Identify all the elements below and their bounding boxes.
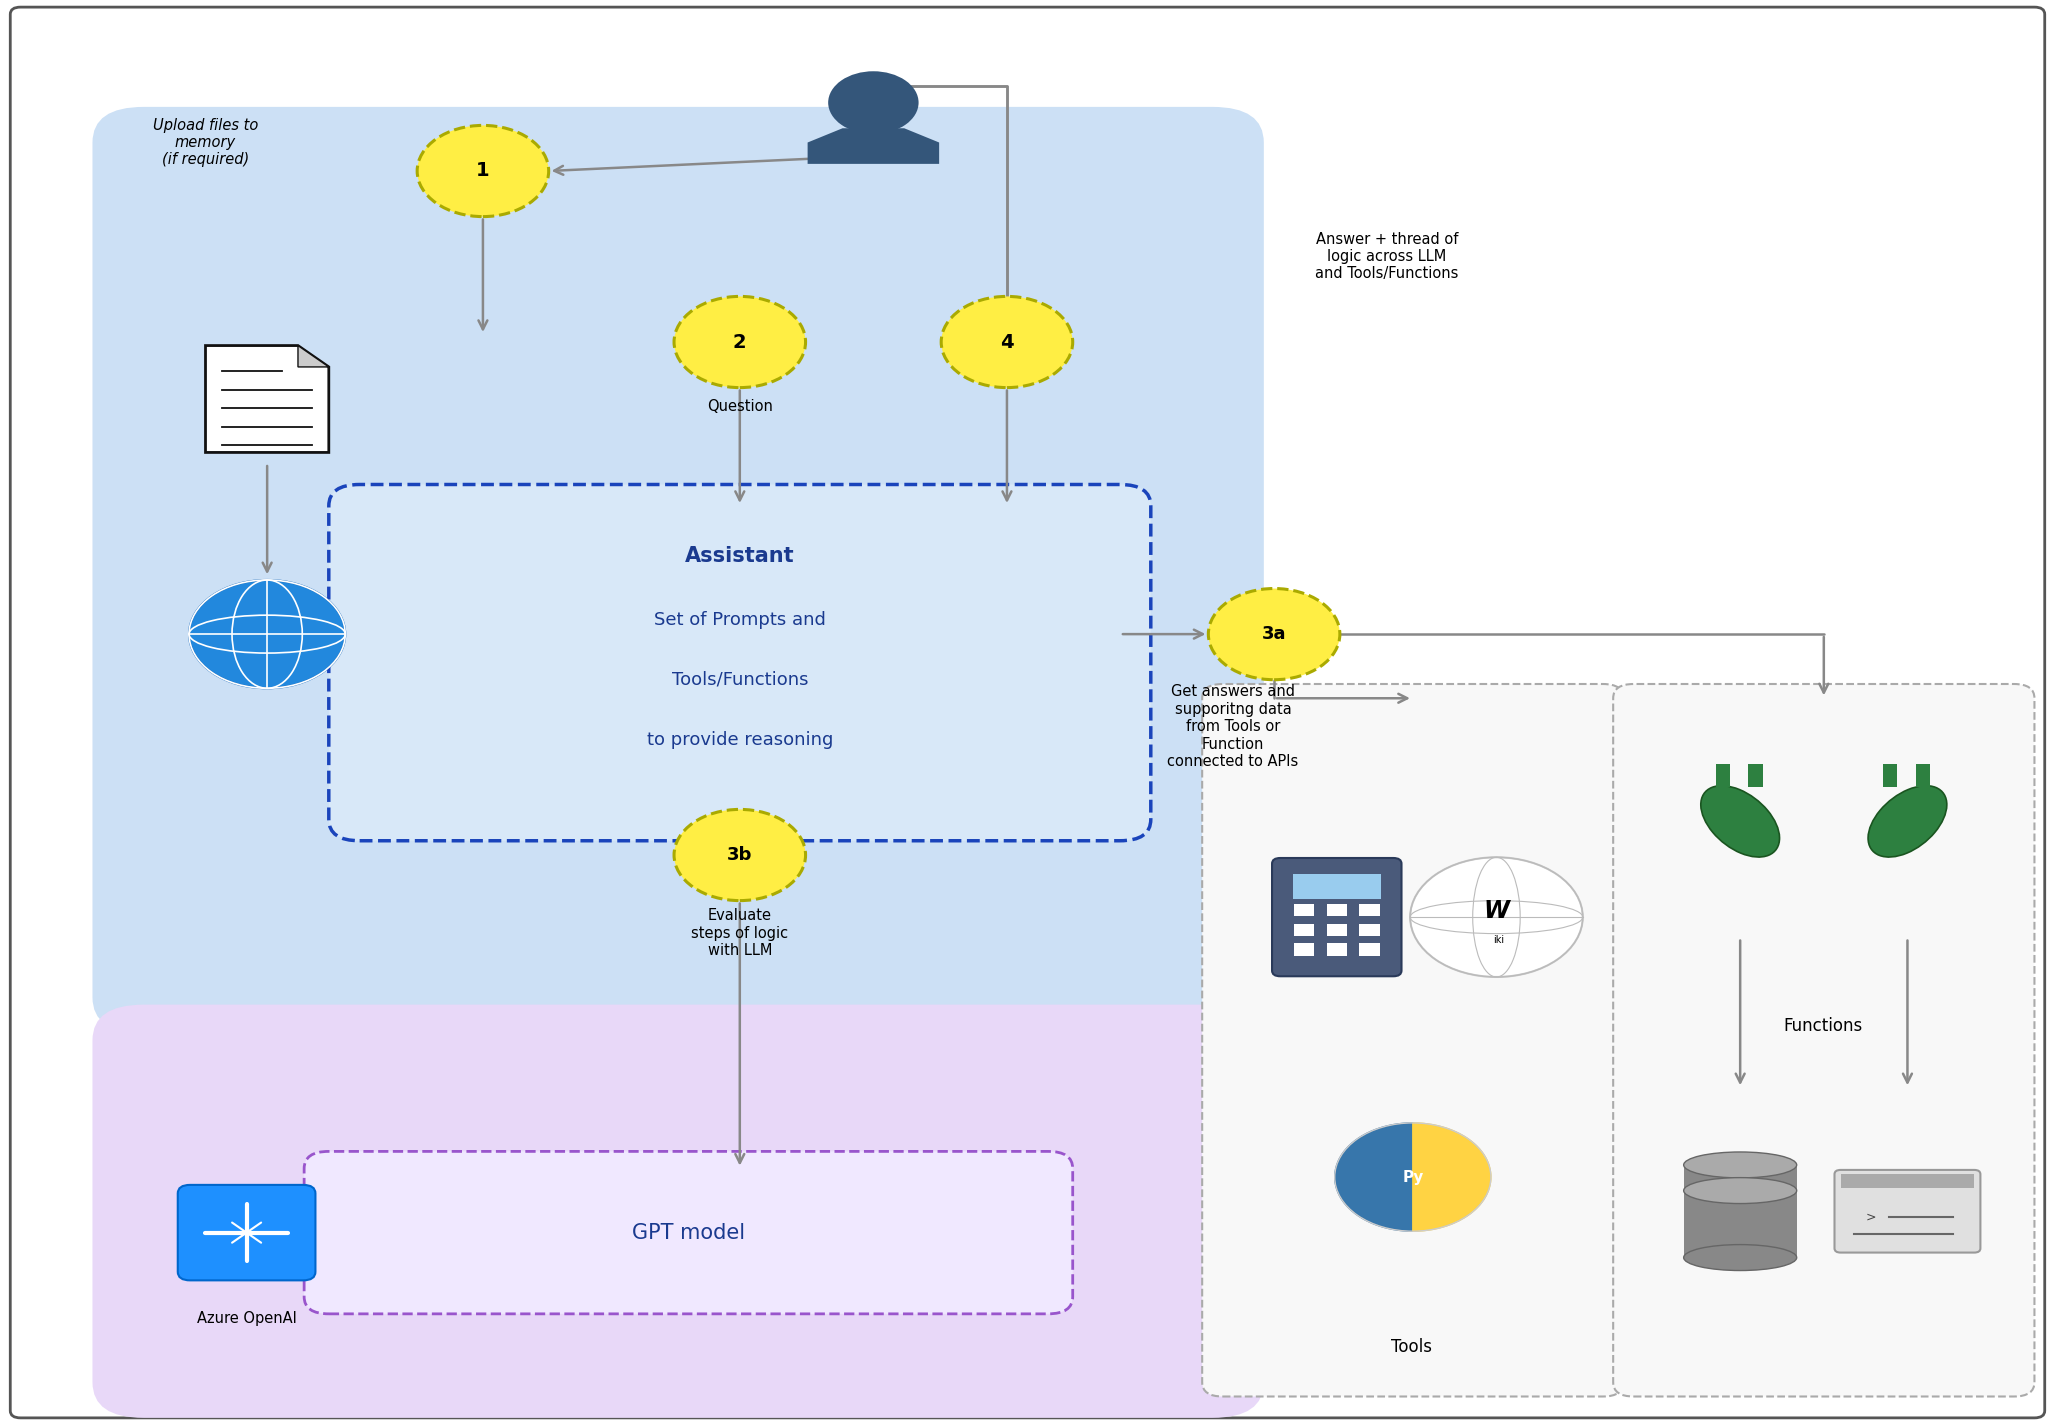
FancyBboxPatch shape — [92, 1005, 1264, 1418]
FancyBboxPatch shape — [1202, 684, 1623, 1396]
Text: Py: Py — [1402, 1170, 1424, 1184]
Bar — [1328, 943, 1348, 956]
Ellipse shape — [1683, 1244, 1796, 1271]
Bar — [1293, 874, 1381, 899]
Text: Azure OpenAI: Azure OpenAI — [197, 1311, 296, 1325]
Ellipse shape — [1702, 785, 1780, 856]
Bar — [1716, 764, 1730, 787]
Ellipse shape — [1868, 785, 1946, 856]
Text: Set of Prompts and: Set of Prompts and — [653, 611, 826, 628]
Text: 3b: 3b — [727, 846, 752, 864]
Text: Tools: Tools — [1391, 1338, 1432, 1355]
Circle shape — [1410, 858, 1582, 978]
Text: Get answers and
supporitng data
from Tools or
Function
connected to APIs: Get answers and supporitng data from Too… — [1167, 684, 1299, 770]
FancyBboxPatch shape — [1272, 858, 1402, 976]
Text: 2: 2 — [734, 332, 746, 352]
Text: Functions: Functions — [1784, 1017, 1862, 1035]
Text: to provide reasoning: to provide reasoning — [647, 731, 832, 748]
Text: Upload files to
memory
(if required): Upload files to memory (if required) — [152, 118, 259, 167]
Text: 1: 1 — [477, 161, 489, 181]
Polygon shape — [206, 346, 329, 453]
Text: iki: iki — [1492, 935, 1504, 945]
Circle shape — [189, 580, 345, 688]
Ellipse shape — [1683, 1177, 1796, 1204]
Bar — [1295, 903, 1315, 916]
Bar — [1295, 943, 1315, 956]
Bar — [1328, 923, 1348, 936]
Polygon shape — [298, 346, 329, 368]
Bar — [1841, 1174, 1975, 1188]
FancyBboxPatch shape — [329, 485, 1151, 841]
Polygon shape — [1414, 1123, 1490, 1231]
Bar — [1360, 923, 1381, 936]
Text: 3a: 3a — [1262, 626, 1286, 643]
Text: 4: 4 — [1001, 332, 1013, 352]
FancyBboxPatch shape — [179, 1186, 316, 1280]
Circle shape — [417, 125, 549, 217]
FancyBboxPatch shape — [1613, 684, 2034, 1396]
Bar — [1360, 943, 1381, 956]
Text: Evaluate
steps of logic
with LLM: Evaluate steps of logic with LLM — [690, 909, 789, 958]
Text: >: > — [1866, 1210, 1876, 1224]
Text: W: W — [1484, 899, 1510, 923]
Polygon shape — [808, 128, 939, 164]
Circle shape — [674, 296, 806, 388]
FancyBboxPatch shape — [10, 7, 2045, 1418]
Text: Assistant: Assistant — [684, 546, 795, 566]
Bar — [1683, 1166, 1796, 1258]
Circle shape — [1208, 589, 1340, 680]
Bar — [1882, 764, 1897, 787]
Bar — [1915, 764, 1930, 787]
Text: GPT model: GPT model — [631, 1223, 746, 1243]
FancyBboxPatch shape — [304, 1151, 1073, 1314]
Circle shape — [828, 71, 919, 134]
Bar — [1295, 923, 1315, 936]
Circle shape — [941, 296, 1073, 388]
Bar — [1360, 903, 1381, 916]
Ellipse shape — [1683, 1151, 1796, 1178]
Text: Tools/Functions: Tools/Functions — [672, 671, 808, 688]
Text: Question: Question — [707, 399, 773, 413]
Bar — [1328, 903, 1348, 916]
FancyBboxPatch shape — [92, 107, 1264, 1033]
Text: Answer + thread of
logic across LLM
and Tools/Functions: Answer + thread of logic across LLM and … — [1315, 232, 1459, 281]
Bar — [1749, 764, 1763, 787]
Polygon shape — [1336, 1123, 1414, 1231]
FancyBboxPatch shape — [1835, 1170, 1981, 1253]
Circle shape — [674, 809, 806, 901]
